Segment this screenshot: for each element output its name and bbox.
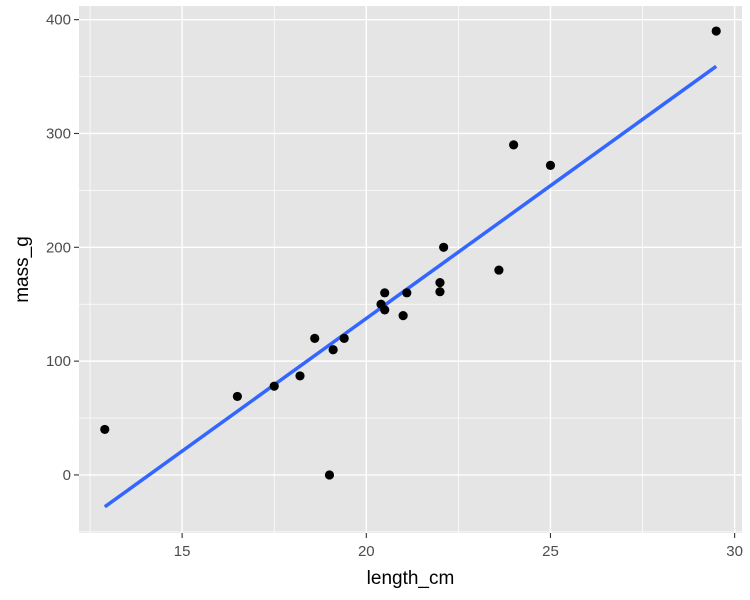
regression-line bbox=[103, 64, 718, 509]
data-point bbox=[310, 333, 320, 343]
x-axis-title: length_cm bbox=[367, 568, 455, 589]
data-point bbox=[398, 310, 408, 321]
x-tick-label: 20 bbox=[358, 543, 375, 560]
x-axis: 15 20 25 30 bbox=[174, 533, 743, 560]
data-point bbox=[380, 305, 390, 315]
data-point bbox=[380, 288, 390, 298]
data-point bbox=[100, 424, 110, 435]
data-point bbox=[439, 242, 449, 252]
data-point bbox=[435, 287, 445, 297]
data-point bbox=[545, 160, 556, 170]
y-tick-label: 400 bbox=[46, 12, 71, 29]
x-tick-label: 30 bbox=[726, 543, 743, 560]
major-gridlines bbox=[79, 6, 742, 533]
y-axis: 0 100 200 300 400 bbox=[46, 12, 79, 484]
data-point bbox=[509, 140, 519, 150]
data-points bbox=[100, 26, 721, 480]
data-point bbox=[402, 288, 412, 298]
data-point bbox=[339, 333, 349, 343]
data-point bbox=[295, 371, 305, 381]
y-tick-label: 100 bbox=[46, 353, 71, 370]
data-point bbox=[494, 265, 504, 275]
y-tick-label: 200 bbox=[46, 239, 71, 256]
data-point bbox=[324, 470, 335, 480]
y-tick-label: 0 bbox=[63, 467, 71, 484]
minor-gridlines bbox=[79, 6, 742, 533]
y-axis-title: mass_g bbox=[12, 236, 33, 303]
x-tick-label: 15 bbox=[174, 543, 191, 560]
data-point bbox=[232, 391, 242, 402]
x-tick-label: 25 bbox=[542, 543, 559, 560]
data-point bbox=[269, 381, 279, 391]
data-point bbox=[328, 345, 338, 355]
data-point bbox=[711, 26, 721, 36]
data-point bbox=[435, 277, 445, 288]
y-tick-label: 300 bbox=[46, 125, 71, 142]
